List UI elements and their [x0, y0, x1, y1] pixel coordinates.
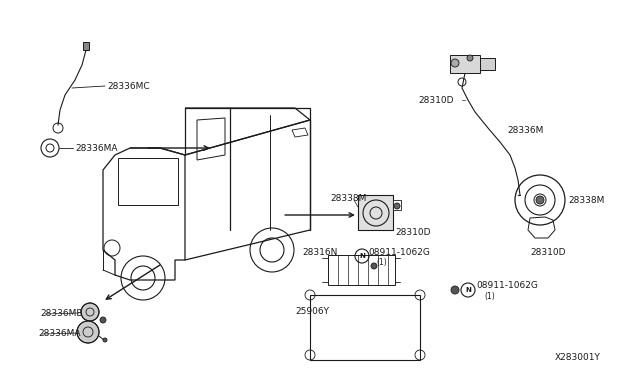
Circle shape	[371, 263, 377, 269]
FancyBboxPatch shape	[450, 55, 480, 73]
Text: 28336MB: 28336MB	[40, 308, 83, 317]
Circle shape	[103, 338, 107, 342]
Circle shape	[467, 55, 473, 61]
Text: (1): (1)	[376, 259, 387, 267]
Text: 28310D: 28310D	[418, 96, 454, 105]
FancyBboxPatch shape	[83, 42, 89, 50]
FancyBboxPatch shape	[358, 195, 393, 230]
Circle shape	[81, 303, 99, 321]
Circle shape	[77, 321, 99, 343]
Circle shape	[100, 317, 106, 323]
Text: 28310D: 28310D	[395, 228, 431, 237]
Text: 28336M: 28336M	[507, 125, 543, 135]
Text: 08911-1062G: 08911-1062G	[368, 247, 430, 257]
Text: X283001Y: X283001Y	[555, 353, 601, 362]
Text: 28336MC: 28336MC	[107, 81, 150, 90]
Text: 28336MA: 28336MA	[75, 144, 118, 153]
Circle shape	[394, 203, 400, 209]
Text: N: N	[359, 253, 365, 259]
Text: 28336MA: 28336MA	[38, 328, 81, 337]
Text: N: N	[465, 287, 471, 293]
Circle shape	[451, 59, 459, 67]
Text: 28338M: 28338M	[568, 196, 604, 205]
Circle shape	[536, 196, 544, 204]
Text: 28338M: 28338M	[330, 193, 366, 202]
FancyBboxPatch shape	[480, 58, 495, 70]
Text: 25906Y: 25906Y	[295, 308, 329, 317]
Circle shape	[451, 286, 459, 294]
Text: (1): (1)	[484, 292, 495, 301]
Text: 28310D: 28310D	[530, 247, 566, 257]
Text: 08911-1062G: 08911-1062G	[476, 282, 538, 291]
Text: 28316N: 28316N	[302, 247, 337, 257]
FancyBboxPatch shape	[393, 200, 401, 210]
FancyBboxPatch shape	[310, 295, 420, 360]
